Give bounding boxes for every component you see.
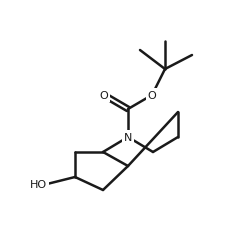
Text: O: O bbox=[148, 91, 156, 101]
Text: O: O bbox=[100, 91, 108, 101]
Text: N: N bbox=[124, 132, 132, 142]
Text: HO: HO bbox=[30, 179, 47, 189]
